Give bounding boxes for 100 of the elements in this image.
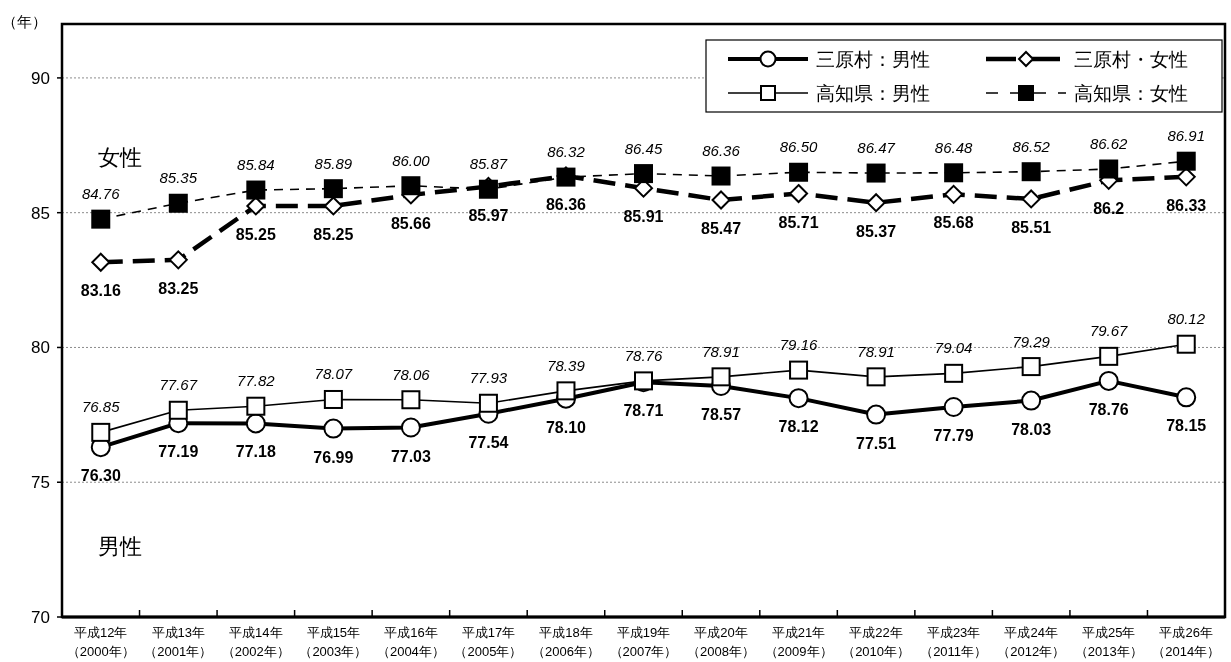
x-tick-label: 平成17年（2005年）: [453, 624, 524, 661]
data-label: 76.85: [81, 398, 121, 416]
data-label: 85.35: [159, 169, 198, 187]
data-label: 86.33: [1166, 196, 1207, 214]
data-label: 85.91: [623, 208, 664, 226]
point: [246, 396, 266, 416]
data-label: 77.19: [158, 443, 199, 461]
point: [245, 413, 266, 434]
y-tick-label: 80: [31, 338, 50, 358]
data-label: 79.16: [779, 336, 818, 354]
point: [401, 390, 421, 410]
data-label: 76.30: [80, 467, 121, 485]
data-label: 77.82: [237, 372, 276, 390]
data-label: 77.51: [856, 434, 897, 452]
data-label: 85.47: [701, 220, 742, 238]
data-label: 85.25: [235, 225, 276, 243]
point: [323, 389, 343, 409]
data-label: 86.50: [779, 138, 818, 156]
data-label: 86.32: [547, 143, 586, 161]
data-label: 78.71: [623, 402, 664, 420]
data-label: 84.76: [81, 185, 121, 203]
x-tick-label: 平成13年（2001年）: [143, 624, 214, 661]
x-tick-label: 平成14年（2002年）: [220, 624, 291, 661]
data-label: 77.67: [159, 376, 198, 394]
data-label: 78.91: [857, 342, 895, 360]
data-label: 85.87: [469, 155, 508, 173]
point: [788, 388, 809, 409]
point: [944, 184, 964, 204]
x-tick-label: 平成15年（2003年）: [298, 624, 369, 661]
data-label: 86.48: [934, 138, 974, 156]
x-tick-label: 平成18年（2006年）: [531, 624, 601, 661]
data-label: 80.12: [1167, 310, 1206, 328]
point: [91, 422, 111, 442]
data-label: 78.76: [1088, 400, 1129, 418]
annotation: 女性: [98, 145, 142, 171]
data-label: 78.39: [547, 356, 586, 374]
point: [1176, 387, 1197, 408]
x-tick-label: 平成21年（2009年）: [763, 624, 834, 661]
point: [1099, 159, 1119, 179]
data-label: 76.99: [313, 448, 354, 466]
data-label: 83.16: [80, 282, 121, 300]
data-label: 85.68: [933, 214, 974, 232]
y-axis-title: （年）: [2, 13, 47, 30]
data-label: 79.67: [1089, 322, 1129, 340]
data-label: 78.91: [702, 342, 740, 360]
data-label: 85.84: [237, 156, 275, 174]
data-label: 78.10: [545, 418, 587, 436]
point: [556, 381, 576, 401]
data-label: 86.52: [1012, 137, 1051, 155]
annotation: 男性: [98, 533, 142, 559]
point: [246, 180, 266, 200]
point: [168, 193, 188, 213]
y-tick-label: 90: [31, 68, 50, 88]
point: [634, 164, 653, 184]
data-label: 78.06: [392, 365, 431, 383]
point: [944, 363, 964, 383]
point: [944, 163, 964, 183]
data-label: 85.51: [1011, 218, 1052, 236]
data-label: 79.29: [1012, 332, 1051, 350]
data-label: 86.91: [1167, 127, 1206, 145]
x-tick-label: 平成19年（2007年）: [608, 624, 679, 661]
x-tick-label: 平成23年（2011年）: [919, 624, 989, 661]
point: [866, 367, 886, 387]
point: [478, 393, 498, 413]
data-label: 78.07: [314, 365, 353, 383]
point: [1021, 390, 1042, 411]
point: [91, 209, 111, 229]
data-label: 86.00: [392, 151, 431, 169]
point: [866, 163, 886, 183]
data-label: 86.36: [702, 142, 741, 160]
x-tick-label: 平成12年（2000年）: [65, 624, 136, 661]
data-label: 85.89: [314, 154, 353, 172]
data-label: 78.15: [1166, 417, 1207, 435]
point: [789, 184, 809, 204]
legend-label: 高知県：女性: [1074, 83, 1188, 104]
y-tick-label: 85: [31, 203, 50, 223]
data-label: 85.97: [468, 206, 509, 224]
point: [1099, 346, 1119, 366]
point: [711, 190, 731, 210]
data-label: 85.37: [856, 222, 897, 240]
x-tick-label: 平成26年（2014年）: [1151, 624, 1222, 661]
legend-label: 三原村・女性: [1074, 49, 1188, 70]
point: [401, 176, 421, 196]
data-label: 83.25: [158, 279, 199, 297]
point: [789, 360, 809, 380]
point: [943, 397, 964, 418]
data-label: 77.54: [468, 433, 509, 451]
point: [91, 252, 111, 272]
data-label: 78.03: [1011, 420, 1052, 438]
point: [1021, 357, 1041, 377]
data-label: 79.04: [934, 339, 973, 357]
data-label: 86.45: [624, 139, 663, 157]
data-label: 77.93: [469, 369, 508, 387]
point: [168, 400, 188, 420]
data-label: 78.12: [778, 418, 819, 436]
point: [711, 166, 731, 186]
x-tick-label: 平成25年（2013年）: [1073, 624, 1144, 661]
data-label: 86.2: [1093, 200, 1125, 218]
point: [1021, 162, 1041, 182]
point: [1176, 334, 1196, 354]
